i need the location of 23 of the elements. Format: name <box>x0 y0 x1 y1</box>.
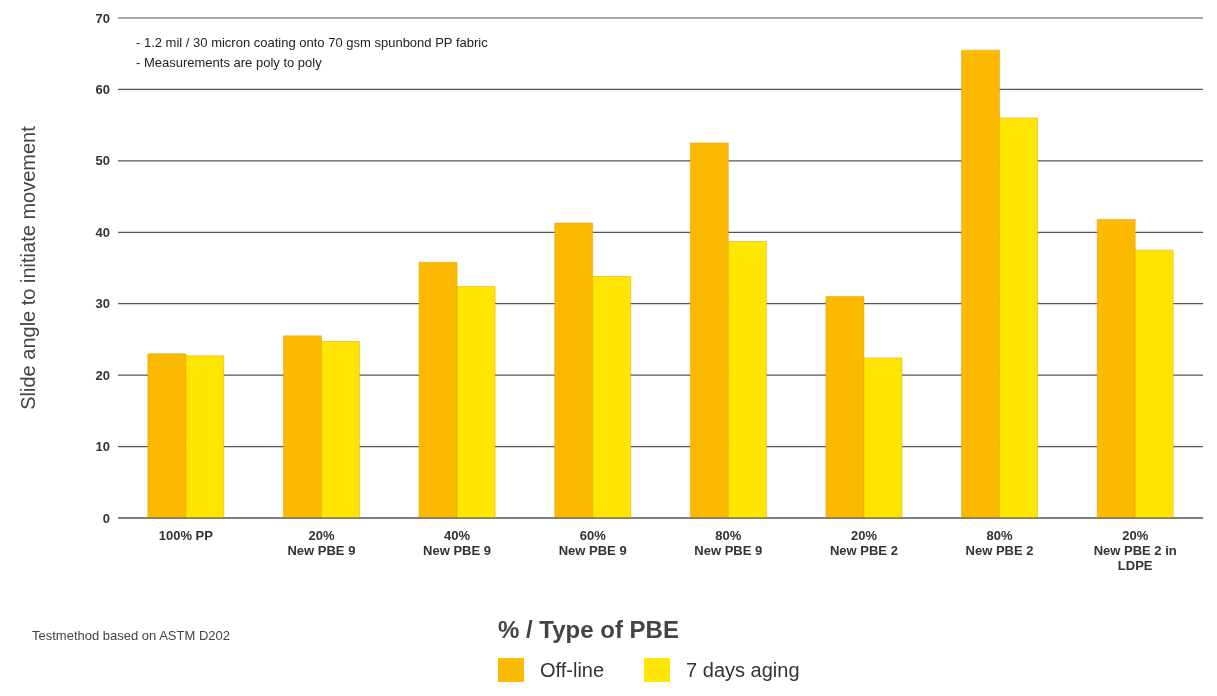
annotation: - Measurements are poly to poly <box>136 54 323 72</box>
annotation: - 1.2 mil / 30 micron coating onto 70 gsm spunbond PP fabric <box>136 34 488 52</box>
x-axis-title: % / Type of PBE <box>498 616 679 644</box>
y-axis-title: Slide angle to initiate movement <box>17 125 40 410</box>
y-tick-label: 70 <box>95 10 110 26</box>
x-tick-label: 20% New PBE 2 <box>829 528 898 558</box>
legend-label: Off-line <box>540 658 605 682</box>
y-tick-label: 40 <box>95 224 110 240</box>
legend-label: 7 days aging <box>686 658 800 682</box>
x-tick-label: 80% New PBE 2 <box>965 528 1034 558</box>
x-tick-label: 40% New PBE 9 <box>423 528 492 558</box>
text: Testmethod based on ASTM D202 <box>32 628 231 643</box>
y-tick-label: 10 <box>95 439 110 455</box>
x-tick-label: 20% New PBE 2 in LDPE <box>1093 528 1177 573</box>
x-tick-label: 60% New PBE 9 <box>558 528 627 558</box>
x-tick-label: 20% New PBE 9 <box>287 528 356 558</box>
y-tick-label: 60 <box>95 82 110 98</box>
y-tick-label: 30 <box>95 296 110 312</box>
y-tick-label: 50 <box>95 153 110 169</box>
y-tick-label: 0 <box>102 510 110 526</box>
y-tick-label: 20 <box>95 367 110 383</box>
x-tick-label: 80% New PBE 9 <box>694 528 763 558</box>
x-tick-label: 100% PP <box>158 528 214 543</box>
